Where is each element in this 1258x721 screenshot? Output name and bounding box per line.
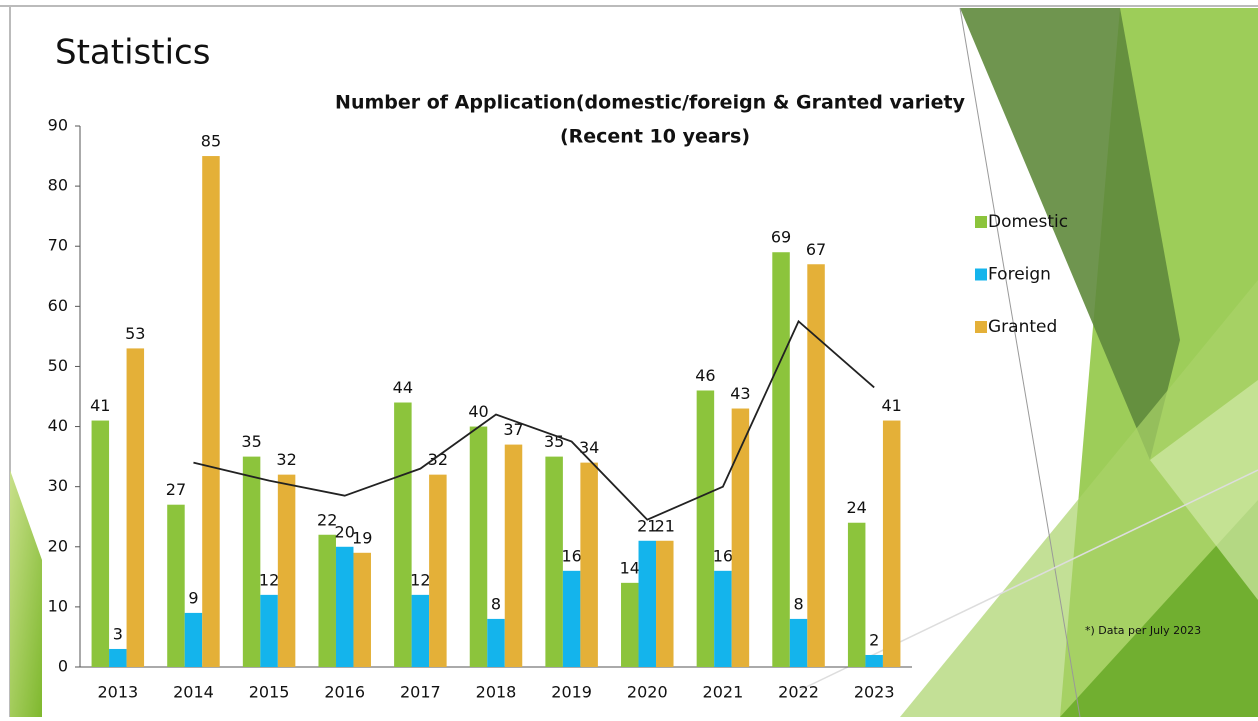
bar [545,456,563,667]
bar [260,594,278,667]
value-label: 32 [276,450,296,469]
bar [696,390,715,667]
y-tick-label: 60 [48,296,68,315]
x-tick-label: 2017 [400,683,441,702]
bar [580,462,598,667]
chart-title: Number of Application(domestic/foreign &… [335,92,966,114]
bar [638,540,657,667]
value-label: 9 [188,588,198,607]
bar [109,648,127,667]
bar [656,540,674,667]
bar [731,408,750,667]
footnote: *) Data per July 2023 [1085,624,1201,637]
value-label: 41 [882,396,902,415]
value-label: 12 [410,570,430,589]
bar [277,474,296,667]
x-tick-label: 2021 [703,683,744,702]
bar [789,618,808,667]
x-tick-label: 2016 [324,683,365,702]
bar [394,402,412,667]
bar [772,252,790,667]
x-tick-label: 2020 [627,683,668,702]
bar [562,570,581,667]
bar [91,420,110,667]
value-label: 46 [695,366,715,385]
legend-swatch [975,268,987,281]
bar [504,444,523,667]
value-label: 67 [806,240,826,259]
x-tick-label: 2013 [97,683,138,702]
value-label: 40 [468,402,488,421]
bar [126,348,145,667]
y-tick-label: 30 [48,476,68,495]
value-label: 16 [713,546,733,565]
legend-swatch [975,321,987,333]
x-tick-label: 2015 [249,683,290,702]
bar [882,420,901,667]
value-label: 16 [561,546,581,565]
legend-swatch [975,216,987,228]
legend-label: Granted [988,317,1057,337]
value-label: 41 [90,396,110,415]
value-label: 34 [579,438,599,457]
bar [714,570,732,667]
bar [487,618,505,667]
value-label: 69 [771,228,791,247]
bar [318,534,336,667]
bar [353,552,371,667]
value-label: 44 [393,378,413,397]
bar [184,612,203,667]
chart-title: (Recent 10 years) [560,126,750,148]
value-label: 85 [201,132,221,151]
y-tick-label: 40 [48,416,68,435]
bar [807,264,825,667]
bar [469,426,488,667]
value-label: 53 [125,324,145,343]
x-tick-label: 2014 [173,683,214,702]
value-label: 22 [317,510,337,529]
decoration [10,7,1258,718]
bar [335,546,354,667]
trend-line [193,319,875,521]
value-label: 3 [113,624,123,643]
bar [429,474,447,667]
value-label: 21 [637,516,657,535]
y-tick-label: 0 [58,657,68,676]
slide-title: Statistics [55,33,210,73]
x-tick-label: 2023 [854,683,895,702]
x-tick-label: 2019 [551,683,592,702]
y-tick-label: 90 [48,116,68,135]
bar [202,156,220,668]
value-label: 35 [241,432,261,451]
legend-label: Domestic [988,212,1068,232]
bar [865,654,883,667]
value-label: 24 [847,498,867,517]
value-label: 12 [259,570,279,589]
y-tick-label: 10 [48,596,68,615]
value-label: 8 [491,594,501,613]
bar [167,504,185,667]
value-label: 2 [869,630,879,649]
value-label: 20 [335,522,355,541]
value-label: 43 [730,384,750,403]
x-tick-label: 2018 [476,683,517,702]
y-tick-label: 80 [48,176,68,195]
bar [411,594,430,667]
y-tick-label: 70 [48,236,68,255]
value-label: 19 [352,528,372,547]
value-label: 37 [503,420,523,439]
legend-label: Foreign [988,265,1051,285]
value-label: 27 [166,480,186,499]
y-tick-label: 20 [48,536,68,555]
value-label: 32 [428,450,448,469]
y-tick-label: 50 [48,356,68,375]
bar [847,522,866,667]
x-tick-label: 2022 [778,683,819,702]
value-label: 14 [620,558,640,577]
bar [242,456,261,667]
bar [621,582,639,667]
value-label: 21 [655,516,675,535]
value-label: 8 [793,594,803,613]
